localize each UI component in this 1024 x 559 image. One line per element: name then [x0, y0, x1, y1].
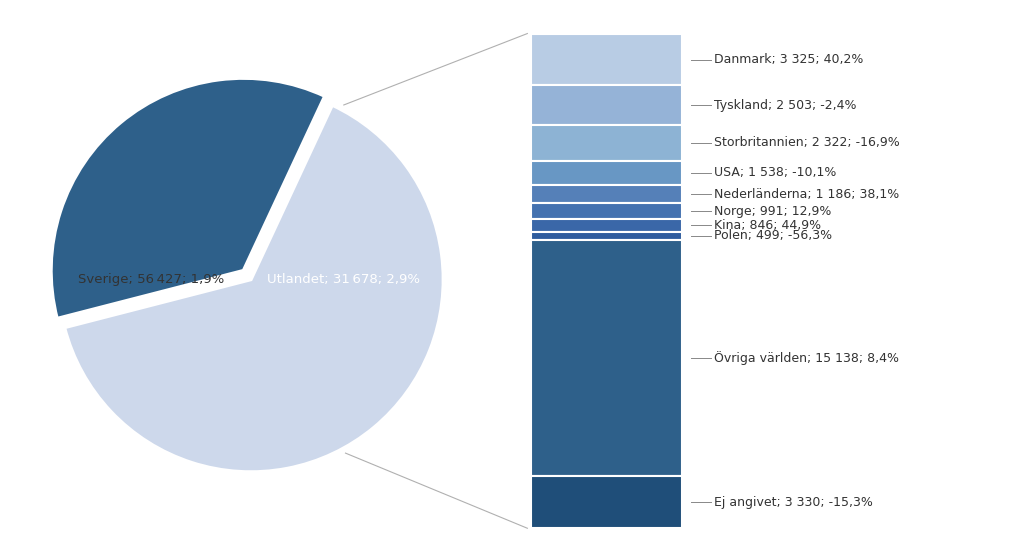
Bar — [531, 34, 682, 86]
Bar — [531, 476, 682, 528]
Wedge shape — [51, 78, 325, 319]
Text: Tyskland; 2 503; -2,4%: Tyskland; 2 503; -2,4% — [714, 98, 856, 111]
Text: Storbritannien; 2 322; -16,9%: Storbritannien; 2 322; -16,9% — [714, 136, 899, 149]
Text: Sverige; 56 427; 1,9%: Sverige; 56 427; 1,9% — [78, 273, 224, 286]
Bar — [531, 219, 682, 232]
Text: Ej angivet; 3 330; -15,3%: Ej angivet; 3 330; -15,3% — [714, 496, 872, 509]
Text: Nederländerna; 1 186; 38,1%: Nederländerna; 1 186; 38,1% — [714, 188, 899, 201]
Text: Danmark; 3 325; 40,2%: Danmark; 3 325; 40,2% — [714, 53, 863, 66]
Bar — [531, 161, 682, 185]
Bar — [531, 185, 682, 203]
Text: Polen; 499; -56,3%: Polen; 499; -56,3% — [714, 229, 831, 243]
Wedge shape — [65, 105, 443, 472]
Bar — [531, 203, 682, 219]
Text: Norge; 991; 12,9%: Norge; 991; 12,9% — [714, 205, 831, 217]
Text: Övriga världen; 15 138; 8,4%: Övriga världen; 15 138; 8,4% — [714, 351, 899, 365]
Text: Kina; 846; 44,9%: Kina; 846; 44,9% — [714, 219, 821, 232]
Text: Utlandet; 31 678; 2,9%: Utlandet; 31 678; 2,9% — [267, 273, 420, 286]
Bar — [531, 240, 682, 476]
Bar — [531, 125, 682, 161]
Text: USA; 1 538; -10,1%: USA; 1 538; -10,1% — [714, 167, 837, 179]
Bar — [531, 232, 682, 240]
Bar — [531, 86, 682, 125]
